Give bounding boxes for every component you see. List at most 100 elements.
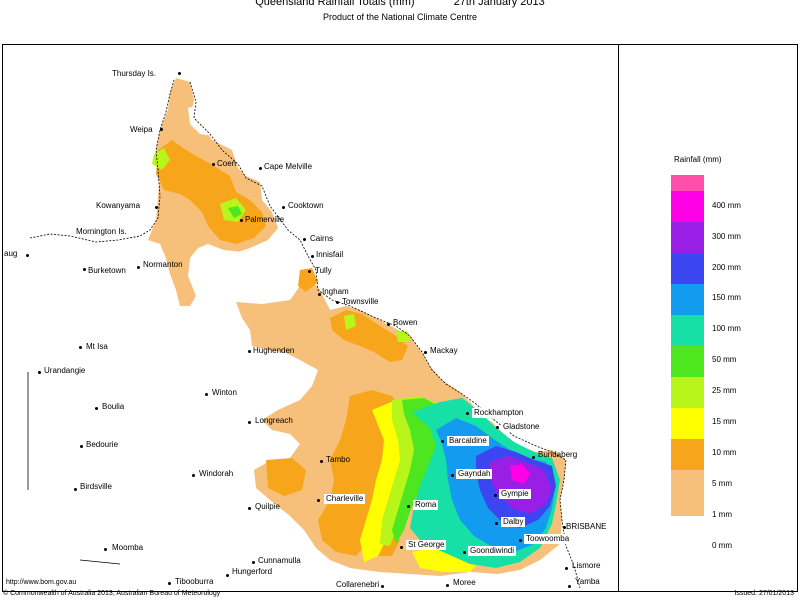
place-winton: Winton — [212, 388, 237, 397]
place-hungerford: Hungerford — [232, 567, 273, 576]
place-cairns: Cairns — [310, 234, 334, 243]
place-ingham: Ingham — [322, 287, 349, 296]
place-dot — [495, 522, 498, 525]
map-frame — [2, 44, 798, 592]
place-dot — [494, 494, 497, 497]
place-coen: Coen — [217, 159, 237, 168]
place-dot — [248, 507, 251, 510]
place-innisfail: Innisfail — [316, 250, 344, 259]
place-normanton: Normanton — [143, 260, 183, 269]
place-st-george: St George — [406, 540, 447, 550]
coastline-west-gulf — [29, 79, 175, 243]
place-dot — [178, 72, 181, 75]
place-dot — [252, 561, 255, 564]
legend-label-300: 300 mm — [712, 232, 741, 241]
place-bowen: Bowen — [393, 318, 418, 327]
place-bedourie: Bedourie — [86, 440, 119, 449]
place-roma: Roma — [413, 500, 439, 510]
place-hughenden: Hughenden — [253, 346, 295, 355]
place-moomba: Moomba — [112, 543, 144, 552]
place-brisbane: BRISBANE — [566, 522, 607, 531]
footer-copyright: © Commonwealth of Australia 2013, Austra… — [3, 590, 221, 597]
place-quilpie: Quilpie — [255, 502, 280, 511]
place-dot — [320, 460, 323, 463]
place-boulia: Boulia — [102, 402, 125, 411]
place-dot — [318, 293, 321, 296]
legend-swatch-5 — [671, 439, 704, 470]
state-borders — [27, 372, 121, 565]
place-dot — [446, 584, 449, 587]
footer-url[interactable]: http://www.bom.gov.au — [6, 579, 77, 586]
place-dot — [95, 407, 98, 410]
place-aug: aug — [4, 249, 18, 258]
place-longreach: Longreach — [255, 416, 293, 425]
legend-swatch-50 — [671, 315, 704, 346]
legend-swatch-1 — [671, 470, 704, 516]
place-gympie: Gympie — [499, 489, 531, 499]
dry-zone-peninsula — [188, 104, 216, 136]
legend-label-25: 25 mm — [712, 386, 737, 395]
border-south — [79, 559, 121, 565]
place-dot — [155, 206, 158, 209]
place-rockhampton: Rockhampton — [472, 408, 526, 418]
place-dot — [568, 585, 571, 588]
place-charleville: Charleville — [324, 494, 366, 504]
place-dot — [137, 266, 140, 269]
place-dot — [387, 323, 390, 326]
place-dot — [303, 238, 306, 241]
place-dot — [259, 167, 262, 170]
legend-swatch-400 — [671, 175, 704, 191]
place-dot — [160, 128, 163, 131]
place-dot — [248, 421, 251, 424]
place-dot — [381, 585, 384, 588]
legend-title: Rainfall (mm) — [674, 155, 722, 164]
place-weipa: Weipa — [130, 125, 153, 134]
place-gayndah: Gayndah — [456, 469, 493, 479]
place-dot — [26, 254, 29, 257]
place-lismore: Lismore — [572, 561, 601, 570]
place-dot — [212, 163, 215, 166]
title-text: Queensland Rainfall Totals (mm) — [255, 0, 415, 8]
place-mackay: Mackay — [430, 346, 458, 355]
place-townsville: Townsville — [342, 297, 379, 306]
place-dot — [79, 346, 82, 349]
place-cape-melville: Cape Melville — [264, 162, 313, 171]
place-dot — [463, 551, 466, 554]
place-palmerville: Palmerville — [245, 215, 285, 224]
place-dot — [205, 393, 208, 396]
place-toowoomba: Toowoomba — [524, 534, 572, 544]
place-barcaldine: Barcaldine — [447, 436, 489, 446]
place-goondiwindi: Goondiwindi — [468, 546, 517, 556]
place-birdsville: Birdsville — [80, 482, 113, 491]
place-dot — [407, 505, 410, 508]
place-dot — [466, 412, 469, 415]
place-dot — [226, 574, 229, 577]
place-dot — [563, 526, 566, 529]
place-mornington-is: Mornington Is. — [76, 227, 127, 236]
place-dot — [441, 440, 444, 443]
legend-swatch-300 — [671, 191, 704, 222]
place-dot — [74, 488, 77, 491]
place-urandangie: Urandangie — [44, 366, 86, 375]
place-dot — [192, 474, 195, 477]
legend-label-10: 10 mm — [712, 448, 737, 457]
legend-label-15: 15 mm — [712, 417, 737, 426]
place-dot — [311, 255, 314, 258]
legend-label-100: 100 mm — [712, 324, 741, 333]
legend-swatch-200 — [671, 222, 704, 253]
rain-zone-200mm — [490, 456, 552, 514]
place-dot — [451, 474, 454, 477]
place-dot — [424, 351, 427, 354]
legend-label-50: 50 mm — [712, 355, 737, 364]
legend-label-1: 1 mm — [712, 510, 732, 519]
rain-zone-5mm-west — [266, 458, 400, 556]
place-dot — [83, 268, 86, 271]
legend-swatch-150 — [671, 253, 704, 284]
map-title: Queensland Rainfall Totals (mm) 27th Jan… — [0, 0, 800, 8]
place-dot — [248, 350, 251, 353]
place-dot — [282, 206, 285, 209]
legend-label-200: 200 mm — [712, 263, 741, 272]
place-cunnamulla: Cunnamulla — [258, 556, 301, 565]
place-burketown: Burketown — [88, 266, 126, 275]
legend-label-5: 5 mm — [712, 479, 732, 488]
